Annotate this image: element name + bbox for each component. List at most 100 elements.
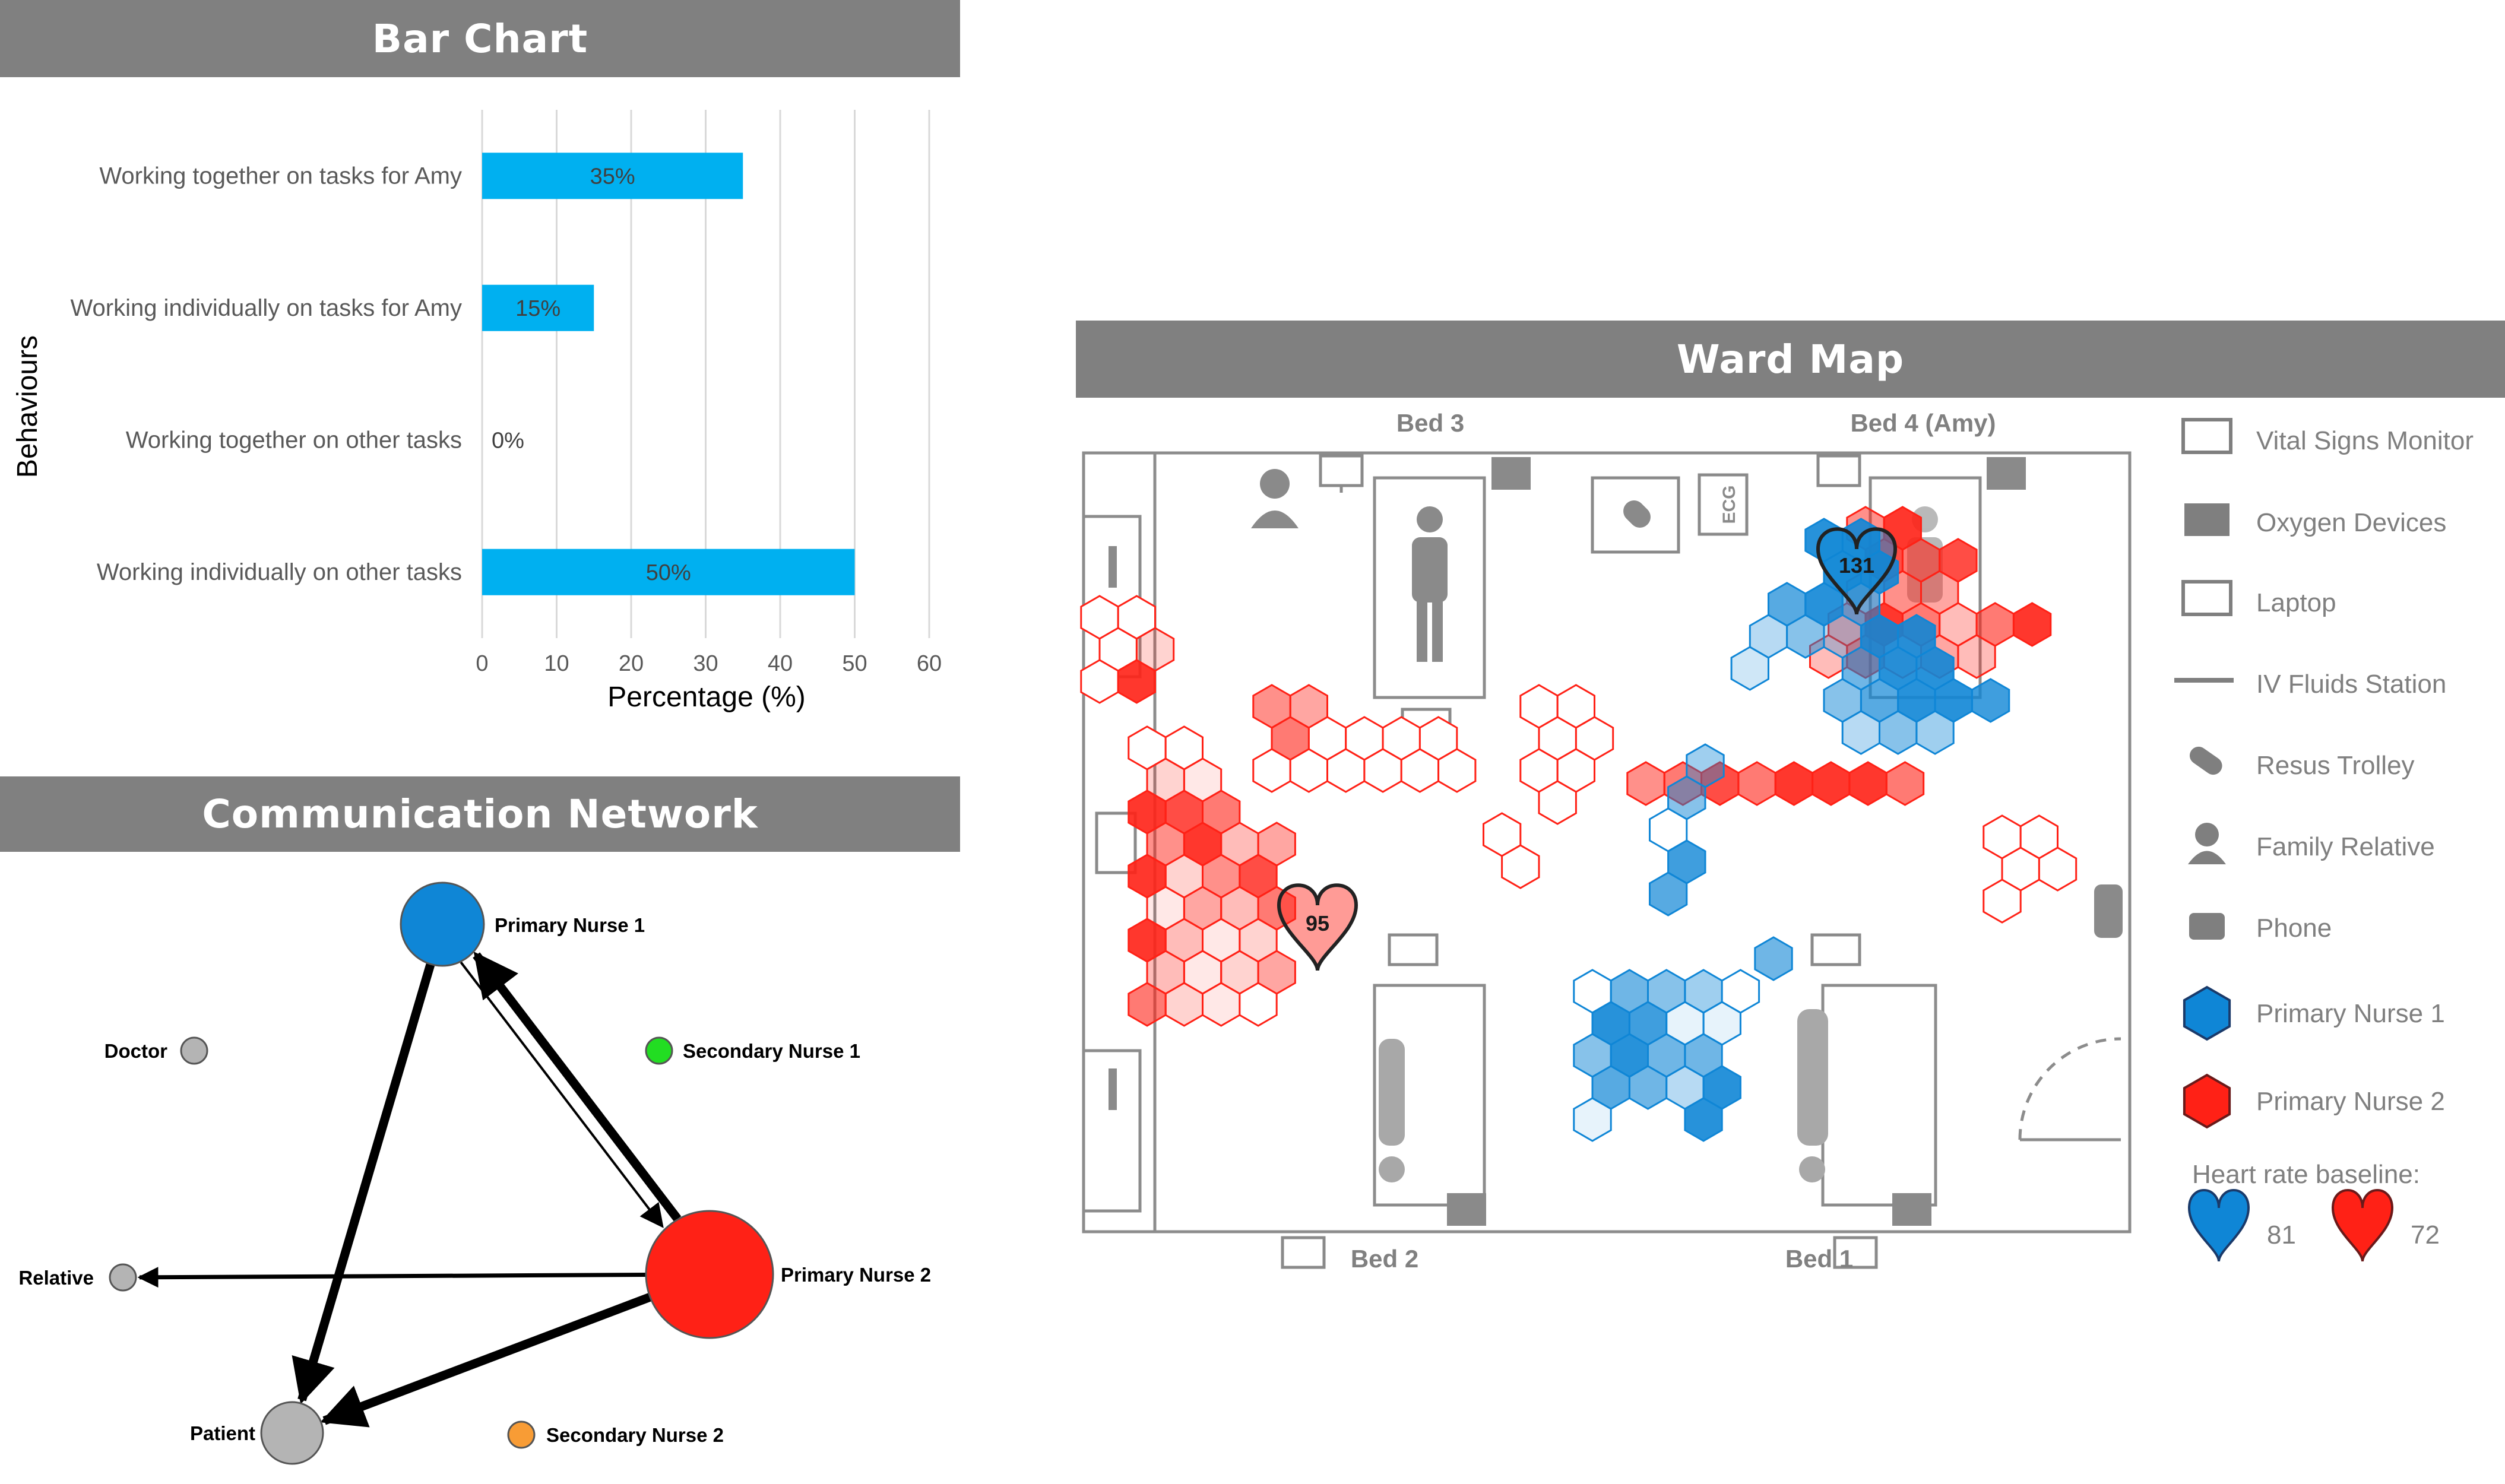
bar <box>482 284 594 331</box>
bar-data-label: 0% <box>492 428 524 453</box>
primary-nurse-1-hexbin <box>1971 678 2010 723</box>
heart-value-95: 95 <box>1306 911 1329 936</box>
x-tick-label: 40 <box>768 651 793 676</box>
ward-map: ECG 131 95 Bed 3 Bed 4 (Amy) Bed 2 Bed 1… <box>1080 409 2474 1273</box>
phone-icon <box>2189 913 2225 940</box>
node-label-patient: Patient <box>190 1422 255 1444</box>
x-tick-label: 60 <box>917 651 942 676</box>
bar-chart: 35% 15% 0% 50% 0 10 20 30 40 50 60 Working togeth… <box>12 110 942 713</box>
network-edges <box>137 951 682 1428</box>
edge-pn2-to-relative <box>137 1267 647 1288</box>
heart-marker-95: 95 <box>1277 883 1358 971</box>
primary-nurse-2-hexbin <box>1812 761 1851 806</box>
bed-2-patient-icon <box>1379 1039 1405 1182</box>
primary-nurse-2-hexbin <box>1885 761 1925 806</box>
bed-1-label: Bed 1 <box>1785 1245 1853 1273</box>
primary-nurse-2-hexbin <box>1957 634 1996 679</box>
primary-nurse-2-hexbin <box>1737 761 1776 806</box>
bed-3-label: Bed 3 <box>1396 409 1464 437</box>
x-tick-label: 50 <box>842 651 867 676</box>
node-label-sn2: Secondary Nurse 2 <box>546 1424 724 1446</box>
network-header: Communication Network <box>0 776 960 852</box>
legend-label: Laptop <box>2256 588 2336 617</box>
primary-nurse-2-hexbin <box>2012 602 2052 647</box>
network-title: Communication Network <box>202 791 758 837</box>
node-pn1 <box>400 881 485 967</box>
edge-pn2-to-patient <box>320 1292 652 1428</box>
node-relative <box>109 1263 137 1292</box>
legend-label: Oxygen Devices <box>2256 508 2446 537</box>
legend-label: Primary Nurse 1 <box>2256 999 2445 1028</box>
bed-3-patient-icon <box>1412 506 1448 662</box>
category-label: Working together on other tasks <box>126 427 462 453</box>
primary-nurse-2-hexbin <box>1437 748 1477 793</box>
legend-label: Primary Nurse 2 <box>2256 1087 2445 1116</box>
bar-series: 35% 15% 0% 50% <box>482 153 855 595</box>
bar <box>482 548 855 595</box>
legend-label: Resus Trolley <box>2256 751 2415 780</box>
edge-pn2-to-pn1 <box>473 951 682 1222</box>
node-label-doctor: Doctor <box>104 1040 167 1062</box>
y-axis-title: Behaviours <box>12 335 43 478</box>
primary-nurse-1-hexbin <box>1649 871 1688 917</box>
primary-nurse-2-hexbin <box>1501 844 1540 889</box>
primary-nurse-2-hexbin <box>1538 780 1577 825</box>
blue-hexagon-icon <box>2183 985 2231 1041</box>
laptop-icon <box>2181 580 2232 616</box>
ward-map-title: Ward Map <box>1676 336 1905 382</box>
x-tick-label: 10 <box>544 651 569 676</box>
category-label: Working together on tasks for Amy <box>99 163 462 189</box>
baseline-blue-heart-icon <box>2187 1189 2250 1262</box>
y-axis-categories: Working together on tasks for Amy Working… <box>70 163 462 585</box>
bar-chart-header: Bar Chart <box>0 0 960 77</box>
primary-nurse-1-hexbin <box>1730 646 1769 691</box>
pill-icon <box>2189 746 2222 775</box>
node-pn2 <box>645 1210 774 1339</box>
legend-label: IV Fluids Station <box>2256 670 2446 699</box>
node-doctor <box>180 1036 208 1065</box>
heart-marker-131: 131 <box>1816 527 1898 615</box>
iv-fluids-icon <box>1109 546 1117 1110</box>
ecg-icon: ECG <box>1698 473 1749 536</box>
heart-rate-baseline-title: Heart rate baseline: <box>2192 1160 2420 1189</box>
category-label: Working individually on tasks for Amy <box>70 295 462 321</box>
primary-nurse-2-hexbin <box>1626 761 1665 806</box>
primary-nurse-2-hexbin <box>1239 982 1278 1027</box>
baseline-value-red: 72 <box>2411 1220 2440 1250</box>
legend-label: Family Relative <box>2256 832 2435 861</box>
legend-label: Phone <box>2256 914 2332 943</box>
heart-value-131: 131 <box>1839 553 1874 578</box>
primary-nurse-2-hexbin <box>1774 761 1814 806</box>
node-label-pn2: Primary Nurse 2 <box>781 1264 931 1286</box>
x-tick-label: 0 <box>476 651 488 676</box>
primary-nurse-2-hexbin <box>2038 846 2078 892</box>
bar-data-label: 50% <box>646 560 691 585</box>
bed-4-label: Bed 4 (Amy) <box>1850 409 1996 437</box>
node-label-pn1: Primary Nurse 1 <box>495 914 645 936</box>
node-sn2 <box>507 1420 536 1449</box>
hand-wash-icon <box>1095 811 1137 874</box>
edge-pn1-to-patient <box>292 963 435 1404</box>
x-tick-label: 20 <box>619 651 644 676</box>
x-axis-ticks: 0 10 20 30 40 50 60 <box>476 651 942 676</box>
bar-data-label: 35% <box>590 164 635 189</box>
bar-data-label: 15% <box>515 296 560 321</box>
pill-icon <box>1591 476 1680 554</box>
primary-nurse-1-hexbin <box>1573 1097 1612 1142</box>
edge-pn1-to-pn2 <box>460 961 664 1228</box>
primary-nurse-2-hexbin <box>1848 761 1888 806</box>
red-hexagon-icon <box>2183 1073 2231 1129</box>
ecg-label: ECG <box>1719 485 1739 524</box>
communication-network: Primary Nurse 1 Primary Nurse 2 Patient Doc… <box>18 881 931 1465</box>
baseline-value-blue: 81 <box>2267 1220 2296 1250</box>
bed-2-label: Bed 2 <box>1351 1245 1418 1273</box>
bar-chart-title: Bar Chart <box>372 15 588 62</box>
primary-nurse-2-hexbin <box>1983 879 2022 924</box>
category-label: Working individually on other tasks <box>97 559 462 585</box>
network-nodes: Primary Nurse 1 Primary Nurse 2 Patient Doc… <box>18 881 931 1465</box>
phone-icon <box>2094 884 2123 938</box>
family-relative-icon <box>1251 469 1299 528</box>
node-sn1 <box>645 1036 673 1065</box>
primary-nurse-1-hexbin <box>1684 1097 1723 1142</box>
oxygen-device-icon <box>2184 503 2230 536</box>
